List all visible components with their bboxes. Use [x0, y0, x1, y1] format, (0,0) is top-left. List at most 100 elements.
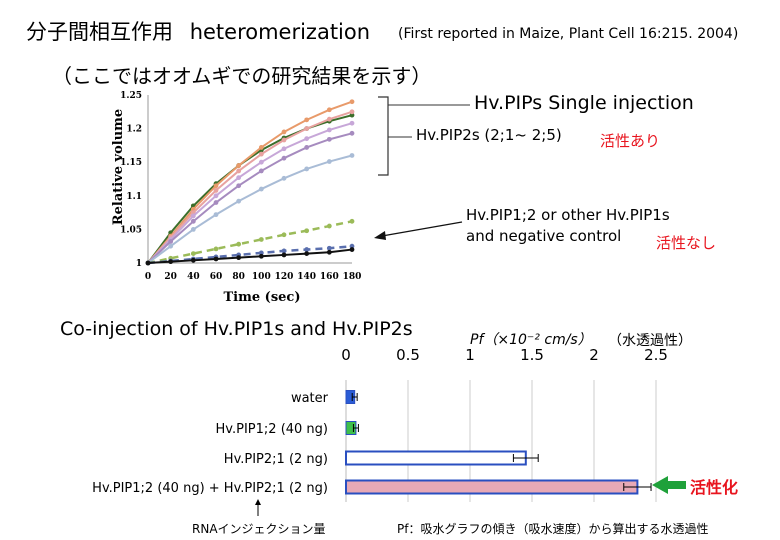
series-line — [147, 248, 353, 264]
data-point — [349, 153, 355, 158]
activation-label: 活性化 — [690, 478, 739, 497]
line-chart: Relative volume Time (sec) 0 20 40 60 80 100 1… — [111, 91, 361, 305]
bar-chart-ticks: 0 0.5 1 1.5 2 2.5 — [341, 346, 668, 364]
data-point — [281, 137, 287, 143]
data-point — [349, 99, 355, 105]
x-tick-label: 120 — [275, 272, 294, 282]
y-tick-label: 1.1 — [126, 192, 142, 202]
data-point — [304, 136, 310, 142]
data-point — [168, 259, 174, 265]
inactive-label: 活性なし — [656, 234, 717, 252]
data-point — [326, 223, 332, 229]
bracket-upper — [378, 96, 389, 176]
data-point — [281, 146, 287, 152]
bar-x-tick-label: 2 — [589, 346, 599, 364]
x-tick-label: 40 — [187, 272, 200, 282]
data-point — [190, 227, 196, 232]
data-point — [258, 151, 264, 157]
line-chart-ticks: 0 20 40 60 80 100 120 140 160 180 1 1.05 1.1 1.15 1.2 1… — [120, 91, 361, 282]
bar — [345, 479, 639, 495]
series-line — [147, 154, 353, 264]
data-point — [304, 117, 310, 123]
pf-footnote: Pf：吸水グラフの傾き（吸水速度）から算出する水透過性 — [397, 522, 709, 536]
x-tick-label: 60 — [210, 272, 223, 282]
data-point — [304, 166, 310, 172]
bar-x-tick-label: 0.5 — [396, 346, 420, 364]
data-point — [236, 175, 242, 181]
data-point — [326, 249, 332, 255]
bar-chart-categories: water Hv.PIP1;2 (40 ng) Hv.PIP2;1 (2 ng) Hv… — [92, 391, 328, 496]
data-point — [213, 183, 219, 189]
data-point — [213, 200, 219, 205]
title-main: 分子間相互作用 — [26, 20, 173, 44]
subtitle: （ここではオオムギでの研究結果を示す） — [52, 64, 432, 88]
data-point — [281, 248, 287, 254]
data-point — [258, 145, 264, 150]
y-tick-label: 1.05 — [120, 225, 142, 235]
data-point — [326, 127, 332, 133]
data-point — [349, 130, 355, 136]
x-tick-label: 140 — [297, 272, 316, 282]
pf-note: （水透過性） — [608, 333, 692, 349]
pip2s-label: Hv.PIP2s (2;1~ 2;5) — [416, 126, 562, 144]
data-point — [258, 186, 264, 192]
data-point — [281, 252, 287, 258]
pip1-label-line2: and negative control — [466, 227, 622, 245]
data-point — [304, 247, 310, 252]
x-tick-label: 180 — [343, 272, 362, 282]
data-point — [326, 245, 332, 251]
bar-x-tick-label: 1.5 — [520, 346, 544, 364]
data-point — [213, 212, 219, 218]
data-point — [236, 163, 242, 168]
data-point — [304, 251, 310, 256]
series-line — [147, 110, 353, 264]
data-point — [258, 237, 264, 242]
data-point — [258, 159, 264, 165]
bar — [345, 450, 527, 466]
activation-arrow — [652, 476, 686, 494]
data-point — [190, 213, 196, 219]
bar-x-tick-label: 0 — [341, 346, 351, 364]
x-tick-label: 0 — [145, 272, 151, 282]
y-tick-label: 1.2 — [126, 125, 142, 135]
data-point — [236, 198, 242, 204]
series-line — [147, 132, 353, 264]
data-point — [258, 253, 264, 259]
data-point — [281, 129, 287, 135]
series-line — [147, 100, 353, 264]
data-point — [349, 247, 355, 252]
x-tick-label: 160 — [320, 272, 339, 282]
x-tick-label: 20 — [164, 272, 177, 282]
data-point — [281, 155, 287, 161]
data-point — [168, 243, 174, 249]
pf-unit-label: Pf（×10⁻² cm/s） — [470, 332, 592, 348]
data-point — [326, 107, 332, 113]
data-point — [281, 232, 287, 238]
data-point — [258, 168, 264, 174]
data-point — [258, 250, 264, 256]
y-tick-label: 1 — [136, 259, 142, 269]
data-point — [236, 183, 242, 189]
data-point — [304, 228, 310, 234]
data-point — [349, 112, 355, 118]
rna-footnote: RNAインジェクション量 — [192, 522, 326, 536]
bar-x-tick-label: 1 — [465, 346, 475, 364]
y-axis-label: Relative volume — [111, 109, 126, 225]
data-point — [349, 243, 355, 249]
data-point — [236, 255, 242, 261]
pip1-label-line1: Hv.PIP1;2 or other Hv.PIP1s — [466, 206, 670, 224]
data-point — [190, 251, 196, 256]
rna-amount-arrow — [255, 499, 261, 516]
active-label: 活性あり — [600, 132, 661, 150]
x-tick-label: 100 — [252, 272, 271, 282]
series-line — [147, 122, 353, 264]
slide-title: 分子間相互作用 heteromerization — [26, 16, 370, 46]
data-point — [304, 145, 310, 150]
bar-chart: 0 0.5 1 1.5 2 2.5 water Hv.PIP1;2 (40 ng) Hv.PI… — [92, 346, 668, 502]
series-line — [147, 244, 353, 265]
title-reference: (First reported in Maize, Plant Cell 16:… — [398, 26, 739, 42]
data-point — [168, 239, 174, 244]
single-injection-label: Hv.PIPs Single injection — [474, 92, 694, 114]
category-label: Hv.PIP1;2 (40 ng) — [216, 422, 328, 437]
